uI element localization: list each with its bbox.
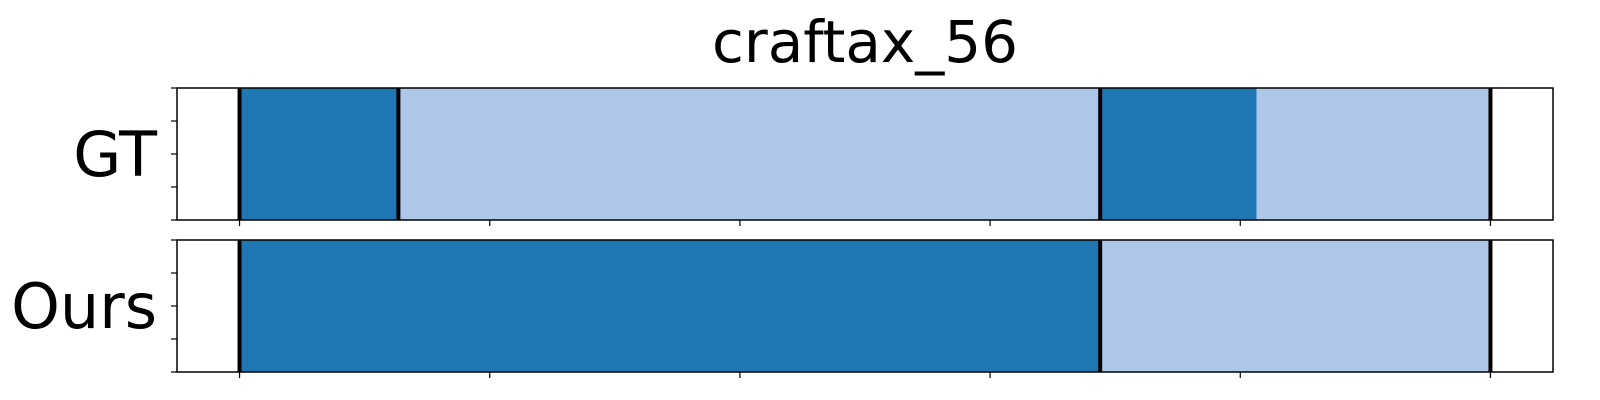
row-ours: Ours bbox=[11, 239, 1554, 378]
segment-gt-3 bbox=[1256, 88, 1491, 220]
segment-gt-1 bbox=[398, 88, 1101, 220]
row-label-gt: GT bbox=[73, 118, 158, 191]
segment-ours-1 bbox=[1100, 240, 1491, 372]
row-gt: GT bbox=[73, 87, 1554, 226]
chart-title: craftax_56 bbox=[712, 8, 1018, 76]
rows: GT Ours bbox=[11, 87, 1554, 378]
segment-gt-2 bbox=[1100, 88, 1257, 220]
row-label-ours: Ours bbox=[11, 270, 157, 343]
segment-gt-0 bbox=[239, 88, 399, 220]
segment-ours-0 bbox=[239, 240, 1101, 372]
